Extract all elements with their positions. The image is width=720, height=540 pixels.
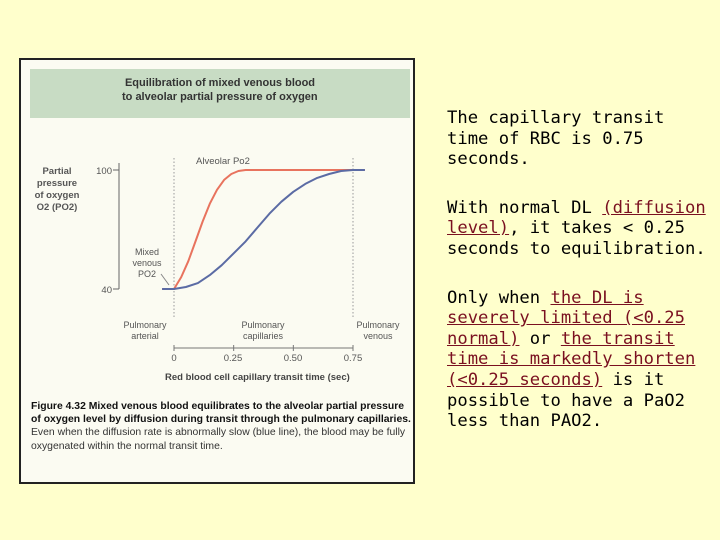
- paragraph-normal-dl: With normal DL (diffusion level), it tak…: [447, 198, 709, 260]
- x-tick-label-0: 0: [171, 353, 176, 364]
- paragraph-3-text-c: is it possible to have a PaO2 less than …: [447, 369, 685, 432]
- paragraph-3-text-b: or: [519, 328, 561, 349]
- figure-caption-title: Figure 4.32 Mixed venous blood equilibra…: [31, 401, 411, 426]
- chart-header-band: [30, 69, 410, 118]
- chart-title-line-1: Equilibration of mixed venous blood: [125, 77, 315, 89]
- figure-panel: Equilibration of mixed venous blood to a…: [19, 58, 415, 484]
- annotation-mixed-venous-2: venous: [132, 258, 162, 268]
- explanation-panel: The capillary transit time of RBC is 0.7…: [447, 108, 709, 460]
- line-slow-diffusion: [162, 169, 365, 290]
- annotation-alveolar-po2: Alveolar Po2: [196, 156, 250, 167]
- figure-caption-body: Even when the diffusion rate is abnormal…: [31, 427, 406, 452]
- y-label-line-1: Partial: [42, 166, 71, 177]
- x-tick-label-0.75: 0.75: [344, 353, 363, 364]
- annotation-capillaries-2: capillaries: [243, 331, 284, 341]
- paragraph-transit-time: The capillary transit time of RBC is 0.7…: [447, 108, 665, 170]
- link-transit-shorten[interactable]: the transit time is markedly shorten (<0…: [447, 328, 696, 390]
- paragraph-3-text-a: Only when: [447, 287, 551, 308]
- x-tick-label-0.50: 0.50: [284, 353, 303, 364]
- figure-caption: Figure 4.32 Mixed venous blood equilibra…: [31, 400, 411, 453]
- y-label-line-2: pressure: [37, 178, 77, 189]
- y-label-line-4: O2 (PO2): [37, 202, 78, 213]
- annotation-mixed-venous-1: Mixed: [135, 247, 159, 257]
- annotation-arterial-1: Pulmonary: [123, 320, 167, 330]
- line-normal-diffusion: [162, 169, 365, 290]
- annotation-mixed-venous-3: PO2: [138, 269, 156, 279]
- link-diffusion-level[interactable]: (diffusion level): [447, 197, 706, 239]
- y-tick-label-100: 100: [96, 166, 112, 177]
- paragraph-2-text-b: , it takes < 0.25 seconds to equilibrati…: [447, 218, 706, 259]
- chart-title-line-2: to alveolar partial pressure of oxygen: [122, 91, 318, 103]
- y-label-line-3: of oxygen: [35, 190, 80, 201]
- chart: Equilibration of mixed venous blood to a…: [30, 69, 410, 383]
- paragraph-2-text-a: With normal DL: [447, 197, 603, 218]
- annotation-venous-2: venous: [363, 331, 393, 341]
- x-tick-label-0.25: 0.25: [224, 353, 243, 364]
- x-axis-label: Red blood cell capillary transit time (s…: [165, 372, 350, 383]
- paragraph-conditions: Only when the DL is severely limited (<0…: [447, 288, 709, 432]
- link-dl-limited[interactable]: the DL is severely limited (<0.25 normal…: [447, 287, 685, 349]
- mixed-venous-pointer: [160, 273, 170, 286]
- annotation-capillaries-1: Pulmonary: [241, 320, 285, 330]
- annotation-venous-1: Pulmonary: [356, 320, 400, 330]
- y-tick-label-40: 40: [101, 285, 112, 296]
- annotation-arterial-2: arterial: [131, 331, 159, 341]
